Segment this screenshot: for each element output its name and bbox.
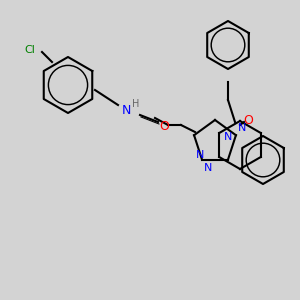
Text: N: N [121, 103, 131, 116]
Text: N: N [196, 150, 204, 160]
Text: N: N [224, 132, 232, 142]
Text: N: N [204, 163, 212, 173]
Text: N: N [238, 123, 246, 133]
Text: O: O [159, 119, 169, 133]
Text: Cl: Cl [25, 45, 35, 55]
Text: H: H [132, 99, 140, 109]
Text: O: O [243, 113, 253, 127]
